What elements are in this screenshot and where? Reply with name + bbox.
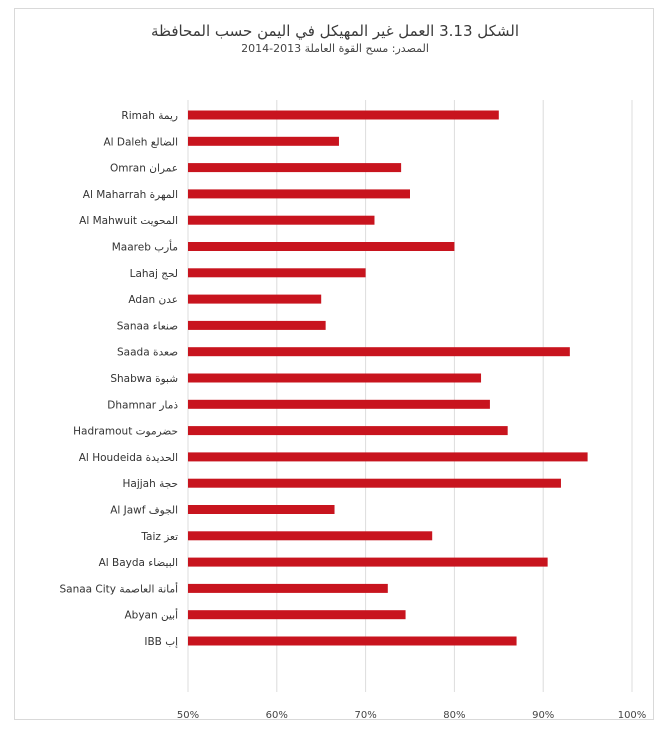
bar: [188, 426, 508, 436]
bar: [188, 268, 366, 278]
bar: [188, 583, 388, 593]
x-tick-label: 60%: [266, 710, 288, 721]
chart-title: الشكل 3.13 العمل غير المهيكل في اليمن حس…: [15, 21, 655, 41]
x-tick-label: 70%: [354, 710, 376, 721]
bar: [188, 189, 410, 199]
bar: [188, 136, 339, 146]
category-label: Shabwa شبوة: [110, 373, 178, 385]
title-block: الشكل 3.13 العمل غير المهيكل في اليمن حس…: [15, 21, 655, 57]
category-label: Sanaa City أمانة العاصمة: [59, 581, 178, 595]
x-tick-label: 80%: [443, 710, 465, 721]
chart-subtitle: المصدر: مسح القوة العاملة 2013-2014: [241, 42, 429, 55]
bar: [188, 636, 517, 646]
category-label: Taiz تعز: [140, 531, 178, 543]
bar: [188, 347, 570, 357]
category-label: Al Bayda البيضاء: [99, 557, 178, 569]
category-label: IBB إب: [144, 636, 178, 648]
bar: [188, 215, 375, 225]
category-label: Sanaa صنعاء: [117, 320, 178, 332]
category-label: Saada صعدة: [117, 347, 178, 359]
x-tick-label: 90%: [532, 710, 554, 721]
category-label: Al Mahwuit المحويت: [79, 215, 178, 227]
bar: [188, 399, 490, 409]
bar: [188, 110, 499, 120]
bar: [188, 242, 455, 251]
bar: [188, 557, 548, 567]
category-label: Dhamnar ذمار: [107, 399, 178, 411]
bar: [188, 320, 326, 330]
category-label: Lahaj لحج: [130, 268, 178, 280]
bar: [188, 452, 588, 462]
x-tick-label: 100%: [618, 710, 647, 721]
bar: [188, 478, 561, 488]
category-label: Hadramout حضرموت: [73, 426, 178, 438]
bar: [188, 610, 406, 620]
bar: [188, 294, 322, 304]
bar: [188, 373, 482, 383]
bar: [188, 505, 335, 514]
category-label: Maareb مأرب: [112, 240, 178, 254]
bar: [188, 531, 433, 541]
category-label: Al Jawf الجوف: [110, 505, 178, 517]
chart-title-text: الشكل 3.13 العمل غير المهيكل في اليمن حس…: [150, 22, 520, 40]
bar: [188, 163, 402, 173]
category-label: Omran عمران: [110, 163, 178, 175]
category-label: Rimah ريمة: [121, 110, 178, 122]
category-label: Hajjah حجة: [123, 478, 179, 490]
category-label: Abyan أبين: [124, 608, 178, 622]
x-tick-label: 50%: [177, 710, 199, 721]
category-label: Al Daleh الضالع: [103, 136, 178, 148]
category-label: Adan عدن: [128, 294, 178, 306]
category-label: Al Houdeida الحديدة: [79, 452, 178, 464]
category-label: Al Maharrah المهرة: [83, 189, 178, 201]
chart-frame: الشكل 3.13 العمل غير المهيكل في اليمن حس…: [14, 8, 654, 720]
